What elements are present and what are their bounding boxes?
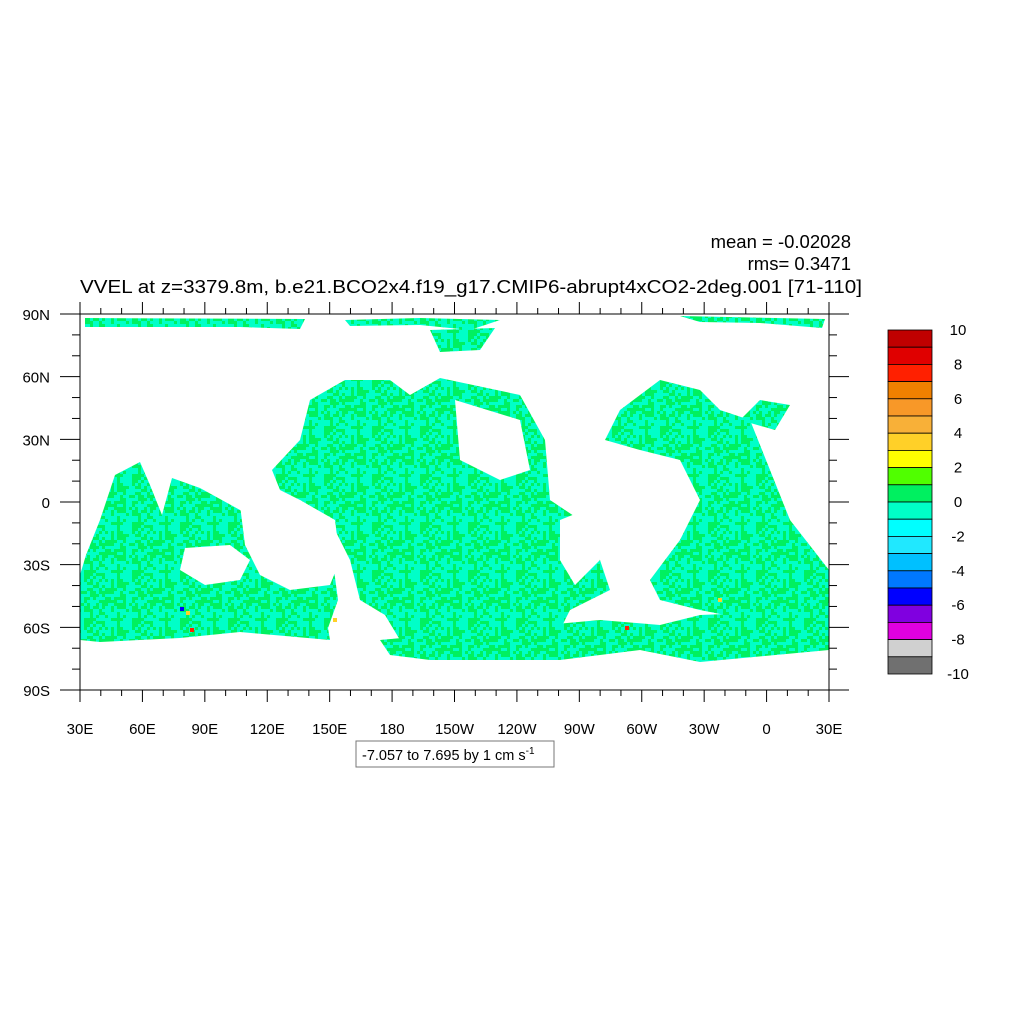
- colorbar-box: [887, 622, 933, 641]
- colorbar-label: 0: [954, 494, 962, 511]
- lat-label: 60S: [23, 620, 50, 637]
- lon-label: 30E: [816, 721, 843, 738]
- lon-label: 150W: [435, 721, 475, 738]
- land-mask: [240, 500, 340, 590]
- ocean-region: [680, 316, 825, 328]
- ocean-region: [345, 318, 500, 330]
- lon-label: 30E: [67, 721, 94, 738]
- ocean-region: [380, 610, 829, 662]
- lon-labels: 30E 60E 90E 120E 150E 180 150W 120W 90W 60W 30W 0 30…: [67, 721, 843, 738]
- lat-label: 90S: [23, 683, 50, 700]
- info-box: -7.057 to 7.695 by 1 cm s-1: [355, 740, 555, 768]
- colorbar-box: [887, 656, 933, 675]
- land-mask: [560, 510, 600, 585]
- ocean-region: [605, 380, 829, 622]
- colorbar-box: [887, 449, 933, 468]
- lat-label: 30S: [23, 558, 50, 575]
- land-mask: [455, 400, 530, 480]
- lon-label: 180: [380, 721, 405, 738]
- map-ticks: [60, 302, 849, 702]
- colorbar-box: [887, 415, 933, 434]
- data-cell: [333, 618, 337, 622]
- lat-label: 0: [42, 495, 50, 512]
- data-cell: [190, 628, 194, 632]
- colorbar-label: 8: [954, 356, 962, 373]
- info-superscript: -1: [526, 746, 535, 757]
- lat-label: 30N: [22, 432, 50, 449]
- colorbar-box: [887, 467, 933, 486]
- svg-text:-7.057 to 7.695 by 1 cm s-1: -7.057 to 7.695 by 1 cm s-1: [362, 746, 535, 764]
- mean-text: mean = -0.02028: [711, 231, 851, 252]
- colorbar-label: -2: [951, 528, 964, 545]
- colorbar-box: [887, 553, 933, 572]
- lon-label: 150E: [312, 721, 347, 738]
- ocean-field: [80, 316, 829, 662]
- colorbar-label: -4: [951, 563, 964, 580]
- ocean-region: [740, 400, 790, 430]
- colorbar-box: [887, 363, 933, 382]
- colorbar-box: [887, 432, 933, 451]
- colorbar: 10 8 6 4 2 0 -2 -4 -6 -8 -10: [887, 322, 969, 683]
- colorbar-label: -6: [951, 597, 964, 614]
- lat-label: 60N: [22, 370, 50, 387]
- colorbar-box: [887, 346, 933, 365]
- lon-label: 60E: [129, 721, 156, 738]
- colorbar-label: 10: [950, 322, 967, 339]
- colorbar-box: [887, 484, 933, 503]
- data-cell: [718, 598, 722, 602]
- lon-label: 0: [762, 721, 770, 738]
- colorbar-box: [887, 501, 933, 520]
- colorbar-label: 6: [954, 391, 962, 408]
- lon-label: 90E: [191, 721, 218, 738]
- ocean-region: [430, 328, 495, 352]
- data-cell: [180, 607, 184, 611]
- lat-label: 90N: [22, 307, 50, 324]
- ocean-region: [380, 480, 470, 600]
- land-mask: [180, 545, 250, 585]
- colorbar-label: -10: [947, 666, 969, 683]
- lon-label: 30W: [689, 721, 721, 738]
- colorbar-box: [887, 329, 933, 348]
- colorbar-box: [887, 570, 933, 589]
- lon-label: 60W: [626, 721, 658, 738]
- colorbar-box: [887, 398, 933, 417]
- colorbar-box: [887, 604, 933, 623]
- lon-label: 90W: [564, 721, 596, 738]
- colorbar-label: -8: [951, 632, 964, 649]
- colorbar-box: [887, 587, 933, 606]
- lat-labels: 90N 60N 30N 0 30S 60S 90S: [22, 307, 50, 700]
- ocean-region: [85, 318, 305, 329]
- colorbar-box: [887, 381, 933, 400]
- data-cell: [625, 626, 629, 630]
- colorbar-label: 4: [954, 425, 962, 442]
- lon-label: 120W: [497, 721, 537, 738]
- plot-title: VVEL at z=3379.8m, b.e21.BCO2x4.f19_g17.…: [80, 276, 862, 298]
- colorbar-box: [887, 536, 933, 555]
- lon-label: 120E: [250, 721, 285, 738]
- map-frame: [79, 313, 830, 691]
- colorbar-label: 2: [954, 460, 962, 477]
- colorbar-box: [887, 518, 933, 537]
- data-cell: [186, 611, 190, 615]
- colorbar-box: [887, 639, 933, 658]
- info-text: -7.057 to 7.695 by 1 cm s: [362, 748, 526, 764]
- rms-text: rms= 0.3471: [748, 253, 851, 274]
